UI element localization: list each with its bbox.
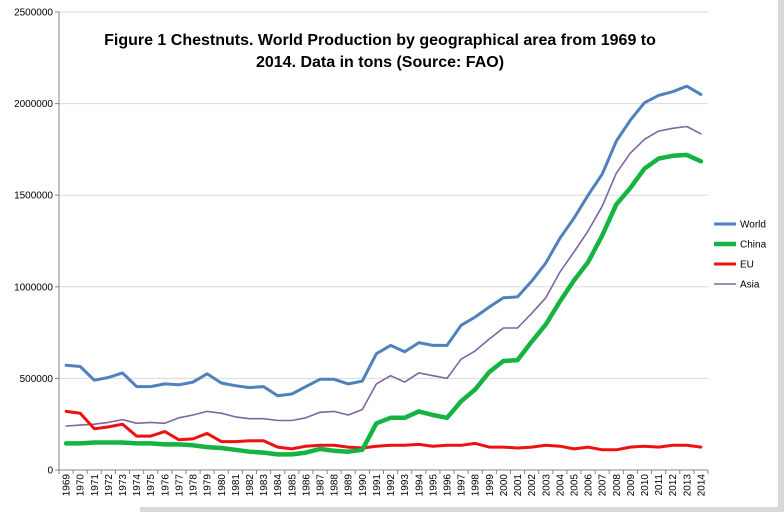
x-tick-label: 1973 bbox=[118, 474, 129, 497]
x-tick-label: 2006 bbox=[584, 474, 595, 497]
x-tick-label: 1980 bbox=[217, 474, 228, 497]
x-tick-label: 1977 bbox=[174, 474, 185, 497]
chart-title-line: 2014. Data in tons (Source: FAO) bbox=[256, 54, 504, 71]
x-tick-label: 1975 bbox=[146, 474, 157, 497]
series-line-eu bbox=[64, 409, 703, 452]
x-tick-label: 1996 bbox=[442, 474, 453, 497]
x-tick-label: 1979 bbox=[203, 474, 214, 497]
y-tick-label: 500000 bbox=[20, 374, 54, 385]
legend-label-world: World bbox=[740, 220, 766, 231]
x-tick-label: 1969 bbox=[62, 474, 73, 497]
x-tick-label: 1987 bbox=[316, 474, 327, 497]
x-tick-label: 2012 bbox=[668, 474, 679, 497]
x-tick-label: 1970 bbox=[76, 474, 87, 497]
legend-label-eu: EU bbox=[740, 260, 754, 271]
x-tick-label: 2013 bbox=[682, 474, 693, 497]
x-tick-label: 2004 bbox=[555, 474, 566, 497]
x-tick-label: 2009 bbox=[626, 474, 637, 497]
x-tick-label: 1988 bbox=[330, 474, 341, 497]
chart-title-line: Figure 1 Chestnuts. World Production by … bbox=[104, 32, 656, 49]
series-line-asia bbox=[65, 125, 702, 427]
y-tick-label: 1000000 bbox=[14, 282, 53, 293]
series-line-world bbox=[64, 84, 703, 398]
x-tick-label: 1985 bbox=[287, 474, 298, 497]
x-tick-label: 2000 bbox=[499, 474, 510, 497]
x-tick-label: 1990 bbox=[358, 474, 369, 497]
page-edge-right bbox=[778, 0, 784, 512]
x-tick-label: 1981 bbox=[231, 474, 242, 497]
x-tick-label: 1974 bbox=[132, 474, 143, 497]
x-tick-label: 1995 bbox=[428, 474, 439, 497]
x-tick-label: 2008 bbox=[612, 474, 623, 497]
page-edge-bottom bbox=[140, 507, 784, 512]
x-tick-label: 2001 bbox=[513, 474, 524, 497]
x-tick-label: 2014 bbox=[696, 474, 707, 497]
x-tick-label: 2007 bbox=[598, 474, 609, 497]
y-tick-label: 2000000 bbox=[14, 99, 53, 110]
y-tick-label: 1500000 bbox=[14, 191, 53, 202]
x-tick-label: 1994 bbox=[414, 474, 425, 497]
x-tick-label: 1991 bbox=[372, 474, 383, 497]
x-tick-label: 1982 bbox=[245, 474, 256, 497]
x-tick-label: 1971 bbox=[90, 474, 101, 497]
x-tick-label: 1992 bbox=[386, 474, 397, 497]
x-tick-label: 2011 bbox=[654, 474, 665, 496]
x-tick-label: 1978 bbox=[189, 474, 200, 497]
x-tick-label: 2003 bbox=[541, 474, 552, 497]
x-tick-label: 1998 bbox=[471, 474, 482, 497]
x-tick-label: 1997 bbox=[457, 474, 468, 497]
series-line-china bbox=[63, 152, 704, 457]
x-tick-label: 1989 bbox=[344, 474, 355, 497]
x-tick-label: 1993 bbox=[400, 474, 411, 497]
x-tick-label: 1986 bbox=[301, 474, 312, 497]
y-tick-label: 2500000 bbox=[14, 8, 53, 19]
x-tick-label: 1976 bbox=[160, 474, 171, 497]
x-tick-label: 1972 bbox=[104, 474, 115, 497]
x-tick-label: 1984 bbox=[273, 474, 284, 497]
legend-label-asia: Asia bbox=[740, 280, 760, 291]
x-tick-label: 2005 bbox=[569, 474, 580, 497]
y-tick-label: 0 bbox=[47, 466, 53, 477]
x-tick-label: 2010 bbox=[640, 474, 651, 497]
legend-label-china: China bbox=[740, 240, 767, 251]
x-tick-label: 1999 bbox=[485, 474, 496, 497]
x-tick-label: 1983 bbox=[259, 474, 270, 497]
x-tick-label: 2002 bbox=[527, 474, 538, 497]
